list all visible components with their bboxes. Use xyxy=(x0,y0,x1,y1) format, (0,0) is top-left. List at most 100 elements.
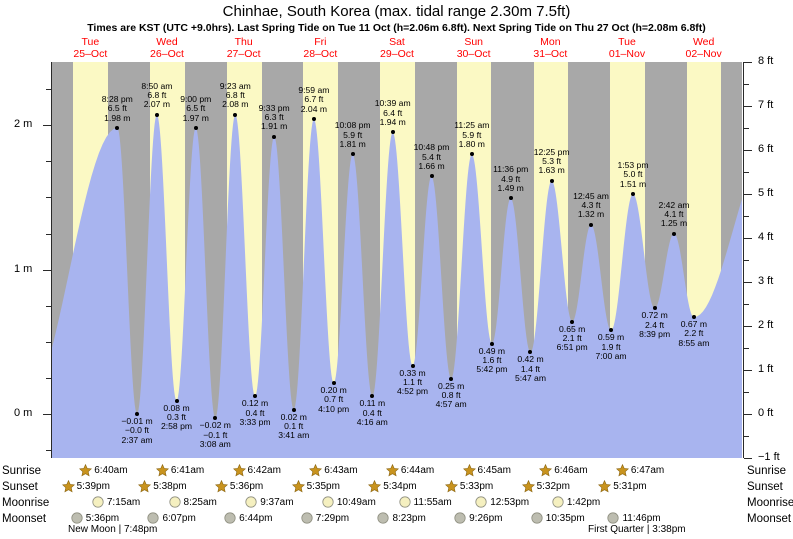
tide-point-dot xyxy=(311,117,316,122)
tide-label-line-0: 0.65 m xyxy=(559,323,586,334)
tide-label-line-1: 6.8 ft xyxy=(225,90,245,101)
tide-label-line-2: 1.51 m xyxy=(619,178,647,189)
day-weekday: Tue xyxy=(81,36,100,48)
moonset-event-3: 7:29pm xyxy=(301,511,349,527)
tide-label-line-0: 10:08 pm xyxy=(334,120,371,131)
sun-star-icon xyxy=(214,479,228,499)
sun-star-icon xyxy=(309,463,323,483)
day-label-0: Tue 25–Oct xyxy=(52,36,129,60)
tide-label-line-0: 0.08 m xyxy=(163,402,190,413)
right-tick xyxy=(744,216,749,217)
tide-point-label: 10:39 am 6.4 ft 1.94 m xyxy=(357,99,429,127)
tide-label-line-0: 8:28 pm xyxy=(101,94,133,104)
tide-water-fill xyxy=(52,114,742,458)
right-axis-label-7: 1 ft xyxy=(758,363,774,375)
right-tick xyxy=(744,62,752,63)
tide-label-line-1: 5.9 ft xyxy=(343,129,363,140)
tide-point-dot xyxy=(630,192,635,196)
moonrise-event-6: 1:42pm xyxy=(552,495,600,511)
tide-point-label: 0.12 m 0.4 ft 3:33 pm xyxy=(219,399,291,427)
right-axis-label-5: 3 ft xyxy=(758,275,774,287)
sunrise-event-6: 6:46am xyxy=(539,463,588,479)
sun-star-icon xyxy=(291,479,305,499)
tide-label-line-0: 11:25 am xyxy=(454,120,490,131)
day-weekday: Wed xyxy=(692,36,715,48)
page-subtitle: Times are KST (UTC +9.0hrs). Last Spring… xyxy=(87,22,706,34)
right-tick xyxy=(744,370,752,371)
tide-point-label: −0.02 m −0.1 ft 3:08 am xyxy=(179,421,251,449)
sunrise-time: 6:41am xyxy=(170,465,205,476)
sunset-time: 5:39pm xyxy=(76,481,110,492)
moonset-circle-icon xyxy=(607,512,620,530)
right-axis-label-0: 8 ft xyxy=(758,55,774,67)
tide-point-label: 0.72 m 2.4 ft 8:39 pm xyxy=(619,311,691,339)
day-label-8: Wed 02–Nov xyxy=(665,36,742,60)
moonrise-circle-icon xyxy=(322,496,334,514)
tide-point-label: 0.65 m 2.1 ft 6:51 pm xyxy=(536,323,608,353)
sunrise-event-4: 6:44am xyxy=(385,463,434,479)
sunset-event-5: 5:33pm xyxy=(444,479,493,495)
right-tick xyxy=(744,458,752,459)
moonset-row-label-right: Moonset xyxy=(747,513,792,525)
tide-label-line-1: 0.3 ft xyxy=(166,412,187,423)
moonset-row-label-left: Moonset xyxy=(2,513,47,525)
tide-label-line-0: 9:59 am xyxy=(298,85,330,96)
right-tick xyxy=(744,106,752,107)
moonrise-event-0: 7:15am xyxy=(92,495,140,511)
moonrise-time: 8:25am xyxy=(183,497,217,508)
sunrise-row-label-right: Sunrise xyxy=(747,465,786,477)
tide-label-line-1: 6.7 ft xyxy=(304,94,324,105)
tide-point-dot xyxy=(691,315,696,320)
tide-plot-area: 8:28 pm 6.5 ft 1.98 m −0.01 m −0.0 ft 2:37 am… xyxy=(52,62,742,458)
right-tick xyxy=(744,172,749,173)
sunset-time: 5:36pm xyxy=(229,481,264,492)
tide-label-line-0: 12:25 pm xyxy=(533,146,570,157)
tide-point-dot xyxy=(115,126,120,130)
tide-point-dot xyxy=(272,134,277,139)
moonrise-time: 10:49am xyxy=(336,497,376,508)
moonset-circle-icon xyxy=(71,512,83,530)
tide-label-line-0: 9:33 pm xyxy=(258,102,290,113)
right-tick xyxy=(744,150,752,151)
tide-label-line-0: 1:53 pm xyxy=(617,160,649,170)
sunrise-event-5: 6:45am xyxy=(462,463,511,479)
right-axis-label-6: 2 ft xyxy=(758,319,774,331)
tide-label-line-1: 1.6 ft xyxy=(482,354,502,365)
right-axis-label-2: 6 ft xyxy=(758,143,774,155)
moonrise-time: 11:55am xyxy=(413,497,452,508)
moonset-time: 8:23pm xyxy=(392,513,426,524)
tide-label-line-1: 5.3 ft xyxy=(542,156,562,167)
day-date: 27–Oct xyxy=(226,48,261,60)
tide-label-line-1: 6.3 ft xyxy=(264,112,284,123)
tide-point-dot xyxy=(213,416,218,421)
tide-point-label: 9:23 am 6.8 ft 2.08 m xyxy=(199,81,271,110)
day-date: 26–Oct xyxy=(150,48,184,60)
tide-point-dot xyxy=(135,412,140,416)
right-tick xyxy=(744,260,749,261)
tide-point-label: 0.20 m 0.7 ft 4:10 pm xyxy=(298,385,370,414)
tide-point-label: 10:48 pm 5.4 ft 1.66 m xyxy=(396,143,468,171)
day-date: 01–Nov xyxy=(608,48,646,60)
sun-star-icon xyxy=(385,463,399,483)
tide-label-line-2: 3:41 am xyxy=(278,430,310,441)
tide-point-label: 8:28 pm 6.5 ft 1.98 m xyxy=(81,94,153,123)
moon-phase-caption-0: New Moon | 7:48pm xyxy=(68,524,158,535)
tide-point-label: 2:42 am 4.1 ft 1.25 m xyxy=(638,200,710,229)
tide-point-label: 1:53 pm 5.0 ft 1.51 m xyxy=(597,160,669,189)
day-label-row: Tue 25–Oct Wed 26–Oct Thu 27–Oct Fri 28–Oct Sat 2… xyxy=(0,36,793,64)
tide-label-line-2: 3:33 pm xyxy=(239,416,271,427)
moonrise-time: 12:53pm xyxy=(490,497,530,508)
day-weekday: Mon xyxy=(540,36,561,48)
sunset-time: 5:38pm xyxy=(153,481,187,492)
moonset-event-7: 11:46pm xyxy=(607,511,661,530)
tide-label-line-1: 0.4 ft xyxy=(362,407,382,418)
left-axis-label-1: 1 m xyxy=(14,262,33,275)
tide-point-dot xyxy=(253,394,257,399)
sun-star-icon xyxy=(79,463,93,483)
tide-point-dot xyxy=(671,231,676,236)
tide-label-line-0: 9:00 pm xyxy=(180,94,212,104)
sunrise-event-2: 6:42am xyxy=(232,463,281,479)
tide-point-dot xyxy=(154,112,159,117)
tide-point-label: 0.59 m 1.9 ft 7:00 am xyxy=(575,333,647,361)
day-weekday: Fri xyxy=(314,36,327,48)
